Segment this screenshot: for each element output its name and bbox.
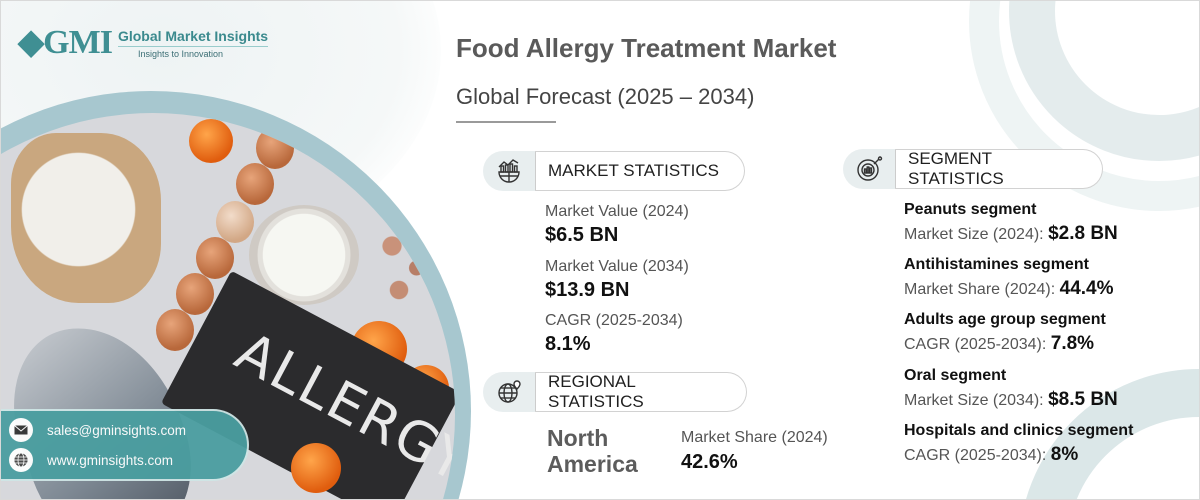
brand-tagline: Insights to Innovation <box>137 48 223 59</box>
chart-globe-icon <box>483 151 535 191</box>
flour-bag <box>11 133 161 303</box>
segment-statistics-header: SEGMENT STATISTICS <box>843 149 1103 189</box>
egg <box>176 273 214 315</box>
globe-icon <box>9 448 33 472</box>
segment-metric-value: 44.4% <box>1059 278 1114 299</box>
egg <box>236 163 274 205</box>
cottage-cheese-bowl <box>249 205 359 305</box>
segment-metric: CAGR (2025-2034): 8% <box>904 444 1078 466</box>
segment-metric-label: CAGR (2025-2034): <box>904 447 1047 464</box>
segment-metric-value: 7.8% <box>1050 333 1095 354</box>
segment-metric-label: CAGR (2025-2034): <box>904 336 1047 353</box>
contact-website[interactable]: www.gminsights.com <box>9 448 173 472</box>
segment-title: Antihistamines segment <box>904 256 1089 273</box>
website-link[interactable]: www.gminsights.com <box>47 452 174 468</box>
segment-metric: Market Size (2024): $2.8 BN <box>904 223 1118 245</box>
market-value-2034: $13.9 BN <box>545 279 630 301</box>
segment-statistics-heading: SEGMENT STATISTICS <box>895 149 1103 189</box>
email-link[interactable]: sales@gminsights.com <box>47 422 187 438</box>
logo-mark-text: GMI <box>43 24 113 61</box>
logo-mark: ◆GMI <box>18 24 113 61</box>
contact-email[interactable]: sales@gminsights.com <box>9 418 186 442</box>
brand-name: Global Market Insights <box>117 28 269 47</box>
tangerine <box>291 443 341 493</box>
segment-metric: Market Size (2034): $8.5 BN <box>904 389 1118 411</box>
egg <box>216 201 254 243</box>
egg <box>156 309 194 351</box>
segment-metric-value: $2.8 BN <box>1048 223 1118 244</box>
region-name-line2: America <box>547 451 638 477</box>
envelope-icon <box>9 418 33 442</box>
gmi-logo: ◆GMI Global Market Insights Insights to … <box>18 24 269 61</box>
region-share-value: 42.6% <box>681 451 738 473</box>
market-value-2034-label: Market Value (2034) <box>545 258 689 275</box>
segment-metric-label: Market Size (2034): <box>904 392 1044 409</box>
page-title: Food Allergy Treatment Market <box>456 33 837 63</box>
region-name-line1: North <box>547 425 609 451</box>
segment-metric-value: $8.5 BN <box>1048 389 1118 410</box>
market-value-2024-label: Market Value (2024) <box>545 203 689 220</box>
region-name: North America <box>547 425 638 477</box>
segment-title: Adults age group segment <box>904 311 1106 328</box>
segment-title: Hospitals and clinics segment <box>904 422 1134 439</box>
market-value-2024: $6.5 BN <box>545 224 619 246</box>
egg <box>256 127 294 169</box>
market-statistics-heading: MARKET STATISTICS <box>535 151 745 191</box>
egg <box>196 237 234 279</box>
contact-card: sales@gminsights.com www.gminsights.com <box>1 409 249 481</box>
segment-title: Peanuts segment <box>904 201 1037 218</box>
title-divider <box>456 121 556 123</box>
globe-pin-icon <box>483 372 535 412</box>
pie-chart-target-icon <box>843 149 895 189</box>
market-statistics-header: MARKET STATISTICS <box>483 151 745 191</box>
regional-statistics-header: REGIONAL STATISTICS <box>483 372 747 412</box>
regional-statistics-heading: REGIONAL STATISTICS <box>535 372 747 412</box>
page-subtitle: Global Forecast (2025 – 2034) <box>456 84 755 109</box>
region-share-label: Market Share (2024) <box>681 429 828 446</box>
orange-half <box>189 119 233 163</box>
segment-title: Oral segment <box>904 367 1007 384</box>
segment-metric-label: Market Size (2024): <box>904 226 1044 243</box>
segment-metric-value: 8% <box>1050 444 1079 465</box>
segment-metric: Market Share (2024): 44.4% <box>904 278 1114 300</box>
cagr-label: CAGR (2025-2034) <box>545 312 683 329</box>
peanuts <box>371 213 441 323</box>
segment-metric-label: Market Share (2024): <box>904 281 1056 298</box>
cagr-value: 8.1% <box>545 333 591 355</box>
segment-metric: CAGR (2025-2034): 7.8% <box>904 333 1094 355</box>
